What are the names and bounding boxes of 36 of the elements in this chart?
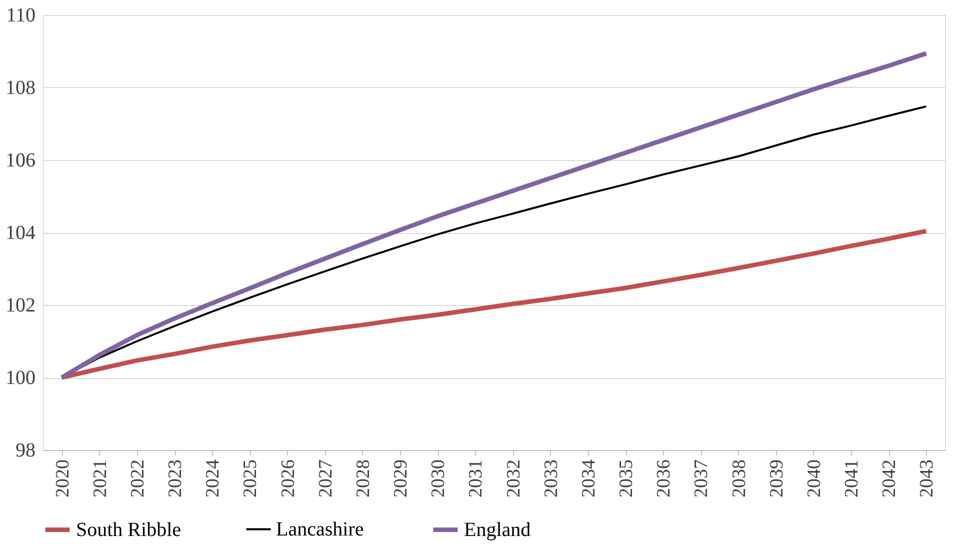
x-tick-label: 2041 [842, 460, 863, 498]
x-tick-label: 2042 [879, 460, 900, 498]
x-tick-label: 2025 [240, 460, 262, 498]
x-tick-label: 2026 [278, 460, 299, 498]
x-tick-label: 2027 [315, 460, 336, 498]
x-tick-label: 2043 [916, 460, 938, 498]
x-tick-label: 2033 [540, 460, 562, 498]
y-tick-label: 102 [6, 294, 36, 316]
x-tick-label: 2032 [503, 460, 524, 498]
x-tick-label: 2036 [654, 460, 675, 498]
x-tick-label: 2037 [691, 460, 712, 498]
y-tick-label: 104 [6, 222, 36, 244]
x-tick-label: 2038 [728, 460, 750, 498]
legend-label: England [464, 518, 531, 541]
line-series [60, 51, 928, 380]
y-tick-label: 106 [6, 150, 36, 172]
x-tick-label: 2031 [466, 460, 487, 498]
y-tick-label: 98 [16, 440, 36, 462]
x-tick-label: 2040 [804, 460, 825, 498]
x-tick-label: 2021 [90, 460, 111, 498]
x-tick-label: 2023 [165, 460, 186, 498]
x-tick-label: 2034 [578, 459, 600, 498]
x-tick-label: 2020 [52, 460, 74, 498]
x-tick-label: 2029 [390, 460, 412, 498]
y-tick-label: 110 [6, 4, 36, 26]
x-tick-label: 2030 [428, 460, 450, 498]
x-tick-label: 2024 [202, 459, 224, 498]
legend-label: South Ribble [76, 518, 182, 541]
line-series [60, 228, 928, 380]
y-tick-label: 100 [6, 367, 36, 389]
x-tick-label: 2028 [352, 460, 374, 498]
x-tick-label: 2022 [127, 460, 148, 498]
y-tick-label: 108 [6, 77, 36, 99]
x-tick-label: 2039 [766, 460, 788, 498]
legend-label: Lancashire [276, 518, 364, 540]
x-tick-label: 2035 [616, 460, 638, 498]
